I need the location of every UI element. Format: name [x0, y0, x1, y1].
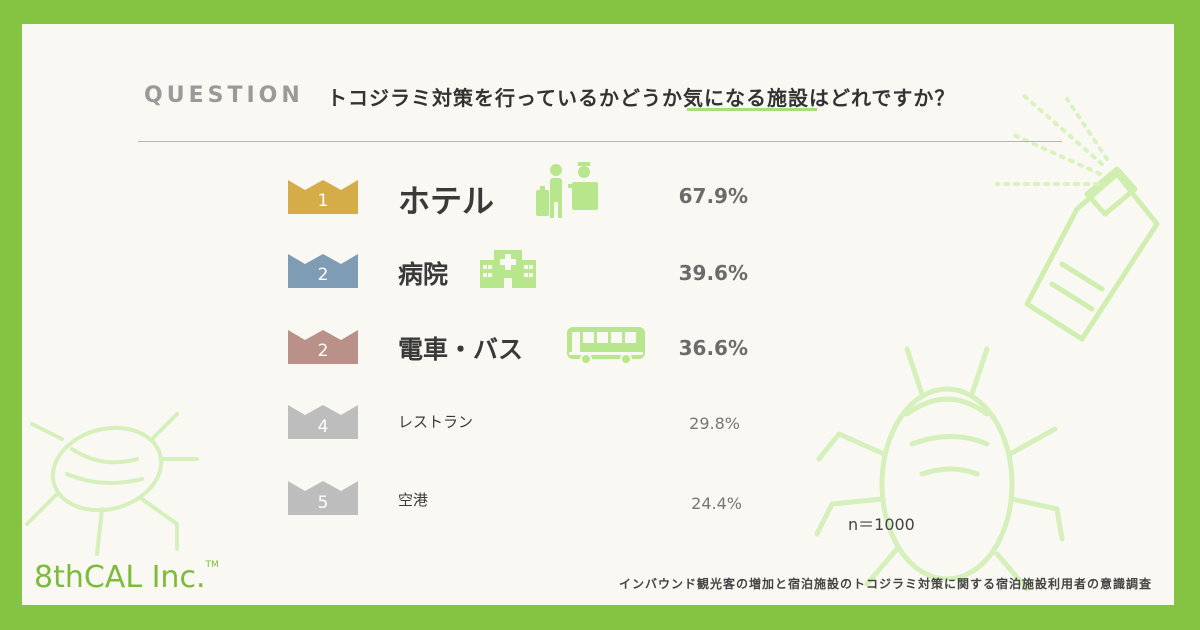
company-logo: 8thCAL Inc.TM: [34, 560, 219, 595]
spray-bottle-icon: [995, 92, 1160, 342]
category-label: 空港: [398, 491, 429, 509]
divider: [138, 141, 1062, 142]
rank-crown: [288, 481, 358, 515]
percentage-value: 67.9%: [678, 184, 748, 208]
logo-trademark: TM: [205, 560, 219, 570]
category-label: 病院: [398, 260, 449, 289]
percentage-value: 29.8%: [689, 414, 740, 433]
bedbug-icon: [25, 412, 199, 556]
percentage-value: 39.6%: [678, 261, 748, 285]
rank-crown: [288, 254, 358, 288]
rank-number: 2: [317, 265, 329, 285]
rank-crown: [288, 330, 358, 364]
question-highlight: [687, 108, 817, 111]
bedbug-icon: [814, 346, 1065, 592]
category-label: 電車・バス: [398, 335, 524, 364]
hospital-icon: [480, 250, 536, 288]
rank-number: 2: [317, 341, 329, 361]
sample-size: n＝1000: [848, 515, 915, 534]
rank-number: 1: [317, 191, 329, 211]
infographic-card: QUESTION トコジラミ対策を行っているかどうか気になる施設はどれですか？ …: [22, 24, 1174, 605]
question-text: トコジラミ対策を行っているかどうか気になる施設はどれですか？: [327, 86, 956, 110]
category-label: ホテル: [398, 182, 495, 220]
question-label: QUESTION: [144, 83, 304, 108]
category-label: レストラン: [398, 413, 474, 431]
rank-number: 5: [317, 493, 329, 513]
rank-number: 4: [317, 417, 329, 437]
bus-icon: [567, 327, 645, 365]
rank-crown: [288, 180, 358, 214]
hotel-icon: [536, 162, 598, 218]
rank-crown: [288, 405, 358, 439]
percentage-value: 24.4%: [691, 494, 742, 513]
survey-source: インバウンド観光客の増加と宿泊施設のトコジラミ対策に関する宿泊施設利用者の意識調…: [618, 577, 1152, 591]
percentage-value: 36.6%: [678, 336, 748, 360]
logo-text: 8thCAL Inc.: [34, 560, 206, 595]
